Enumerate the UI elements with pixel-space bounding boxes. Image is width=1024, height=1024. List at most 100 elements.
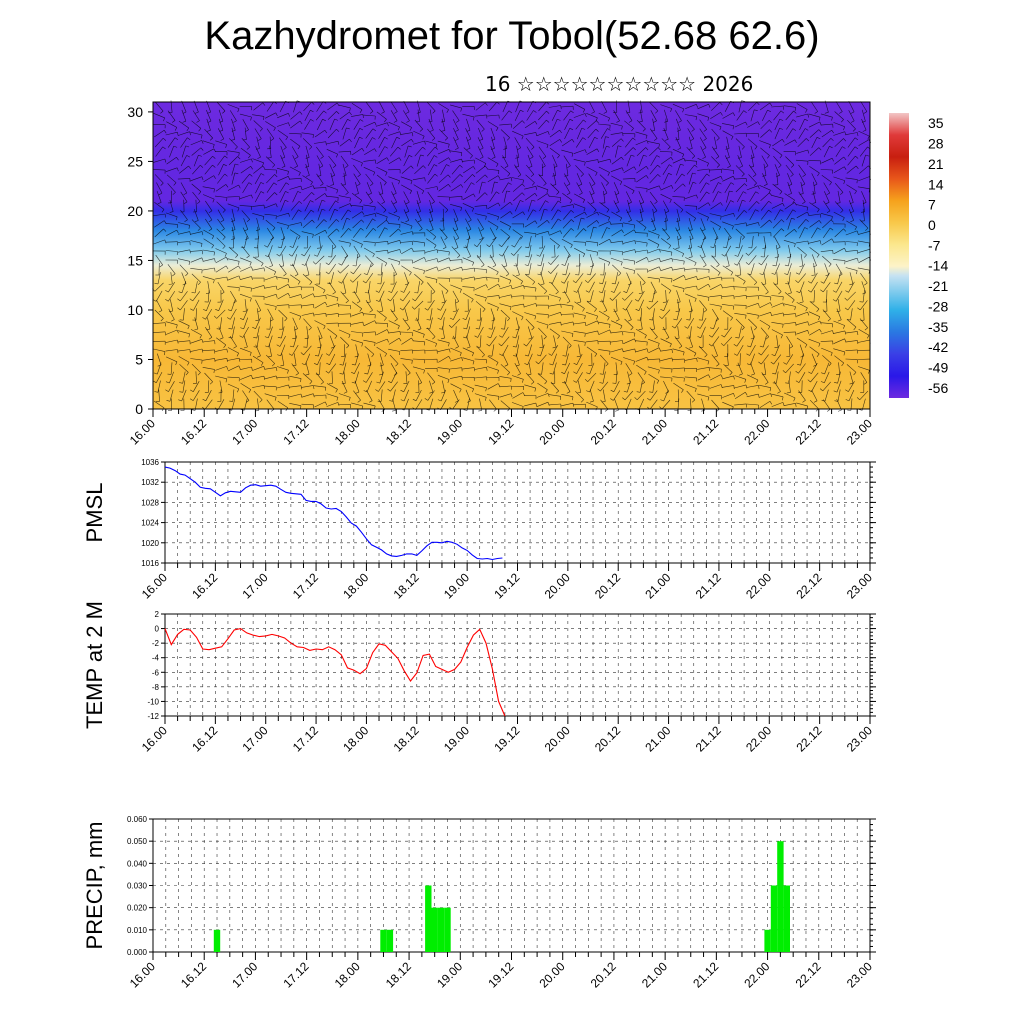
y-tick-label-4: 0.040 (127, 859, 148, 868)
panel3-x-tick-label: 18.00 (340, 723, 371, 754)
heatmap-x-tick-label: 16.12 (178, 416, 209, 447)
heatmap-x-tick-label: 21.00 (639, 416, 670, 447)
precip-bar (437, 907, 445, 952)
colorbar-label: -42 (928, 339, 948, 355)
panel3-x-tick-label: 23.00 (844, 723, 875, 754)
y-tick-label-3: -10 (147, 697, 159, 706)
precip-bar (444, 907, 451, 952)
panel4-x-tick-label: 23.00 (844, 959, 875, 990)
heatmap-x-tick-label: 20.12 (588, 416, 619, 447)
panel2-x-tick-label: 20.12 (592, 570, 623, 601)
panel3-x-tick-label: 16.00 (139, 723, 170, 754)
y-tick-label: 10 (127, 302, 143, 318)
panel3-x-tick-label: 21.00 (642, 723, 673, 754)
colorbar-label: -7 (928, 237, 941, 253)
y-tick-label-4: 0.010 (127, 926, 148, 935)
panel2-x-tick-label: 17.00 (240, 570, 271, 601)
panel2-x-tick-label: 23.00 (844, 570, 875, 601)
panel3-x-tick-label: 20.00 (542, 723, 573, 754)
panel2-x-tick-label: 16.00 (139, 570, 170, 601)
panel2-x-tick-label: 19.00 (441, 570, 472, 601)
panel4-x-tick-label: 17.12 (280, 959, 311, 990)
panel3-x-tick-label: 18.12 (391, 723, 422, 754)
panel4-x-tick-label: 22.00 (741, 959, 772, 990)
heatmap-x-tick-label: 22.12 (793, 416, 824, 447)
panel2-x-tick-label: 18.12 (391, 570, 422, 601)
y-tick-label: 20 (127, 203, 143, 219)
panel4-x-tick-label: 18.00 (332, 959, 363, 990)
panel4-x-tick-label: 19.00 (434, 959, 465, 990)
panel4-x-tick-label: 16.00 (127, 959, 158, 990)
y-tick-label: 25 (127, 153, 143, 169)
colorbar-label: 7 (928, 197, 936, 213)
y-tick-label-2: 1024 (141, 519, 159, 528)
chart-subtitle: 16 ☆☆☆☆☆☆☆☆☆☆ 2026 (485, 72, 754, 96)
precip-bar (431, 907, 438, 952)
y-tick-label-3: 0 (155, 625, 160, 634)
heatmap-x-tick-label: 21.12 (690, 416, 721, 447)
precip-bar (213, 929, 221, 952)
y-tick-label-3: -12 (147, 712, 159, 721)
colorbar-label: 35 (928, 115, 944, 131)
heatmap-x-tick-label: 17.00 (229, 416, 260, 447)
precip-bar (386, 929, 394, 952)
panel2-x-tick-label: 22.00 (743, 570, 774, 601)
panel3-x-tick-label: 19.00 (441, 723, 472, 754)
y-tick-label-4: 0.060 (127, 815, 148, 824)
y-tick-label-2: 1016 (141, 559, 159, 568)
colorbar-label: -56 (928, 380, 948, 396)
panel4-x-tick-label: 22.12 (793, 959, 824, 990)
y-tick-label-3: -8 (152, 683, 160, 692)
precip-bar (770, 885, 778, 952)
y-tick-label: 5 (135, 351, 143, 367)
y-tick-label-3: -6 (152, 668, 160, 677)
colorbar-label: 14 (928, 176, 944, 192)
heatmap-x-tick-label: 19.00 (434, 416, 465, 447)
panel2-x-tick-label: 22.12 (793, 570, 824, 601)
grid-4 (152, 818, 871, 953)
y-tick-label-4: 0.030 (127, 882, 148, 891)
precip-bar (764, 929, 771, 952)
heatmap-x-tick-label: 22.00 (741, 416, 772, 447)
panel3-x-tick-label: 17.12 (290, 723, 321, 754)
colorbar-label: -21 (928, 278, 948, 294)
heatmap-x-tick-label: 23.00 (844, 416, 875, 447)
y-tick-label-4: 0.000 (127, 948, 148, 957)
panel3-x-tick-label: 21.12 (693, 723, 724, 754)
colorbar-label: -35 (928, 319, 948, 335)
temperature-line (164, 628, 506, 717)
colorbar-label: -14 (928, 258, 948, 274)
panel3-x-tick-label: 16.12 (189, 723, 220, 754)
precip-bar (425, 885, 432, 952)
y-tick-label-3: -4 (152, 654, 160, 663)
wind-barbs (152, 100, 872, 412)
colorbar-label: -28 (928, 298, 948, 314)
panel2-x-tick-label: 20.00 (542, 570, 573, 601)
panel3-x-tick-label: 19.12 (491, 723, 522, 754)
pmsl-line (164, 466, 503, 561)
y-tick-label-3: -2 (152, 639, 160, 648)
y-tick-label: 0 (135, 401, 143, 417)
panel2-x-tick-label: 18.00 (340, 570, 371, 601)
panel4-x-tick-label: 17.00 (229, 959, 260, 990)
grid-2 (164, 461, 871, 564)
y-axis-label-4: PRECIP, mm (82, 822, 107, 950)
y-tick-label: 30 (127, 104, 143, 120)
y-tick-label-2: 1036 (141, 458, 159, 467)
panel3-x-tick-label: 22.12 (793, 723, 824, 754)
y-tick-label-2: 1032 (141, 478, 159, 487)
panel3-x-tick-label: 20.12 (592, 723, 623, 754)
heatmap-x-tick-label: 18.12 (383, 416, 414, 447)
panel4-x-tick-label: 20.00 (537, 959, 568, 990)
colorbar-label: 28 (928, 136, 944, 152)
y-tick-label-3: 2 (155, 610, 160, 619)
y-tick-label-2: 1020 (141, 539, 159, 548)
panel2-x-tick-label: 17.12 (290, 570, 321, 601)
precip-bar (777, 841, 784, 952)
y-axis-label-2: PMSL (82, 483, 107, 543)
colorbar-label: 21 (928, 156, 944, 172)
y-axis-label-3: TEMP at 2 M (82, 601, 107, 729)
panel4-x-tick-label: 19.12 (485, 959, 516, 990)
precip-bar (380, 929, 387, 952)
